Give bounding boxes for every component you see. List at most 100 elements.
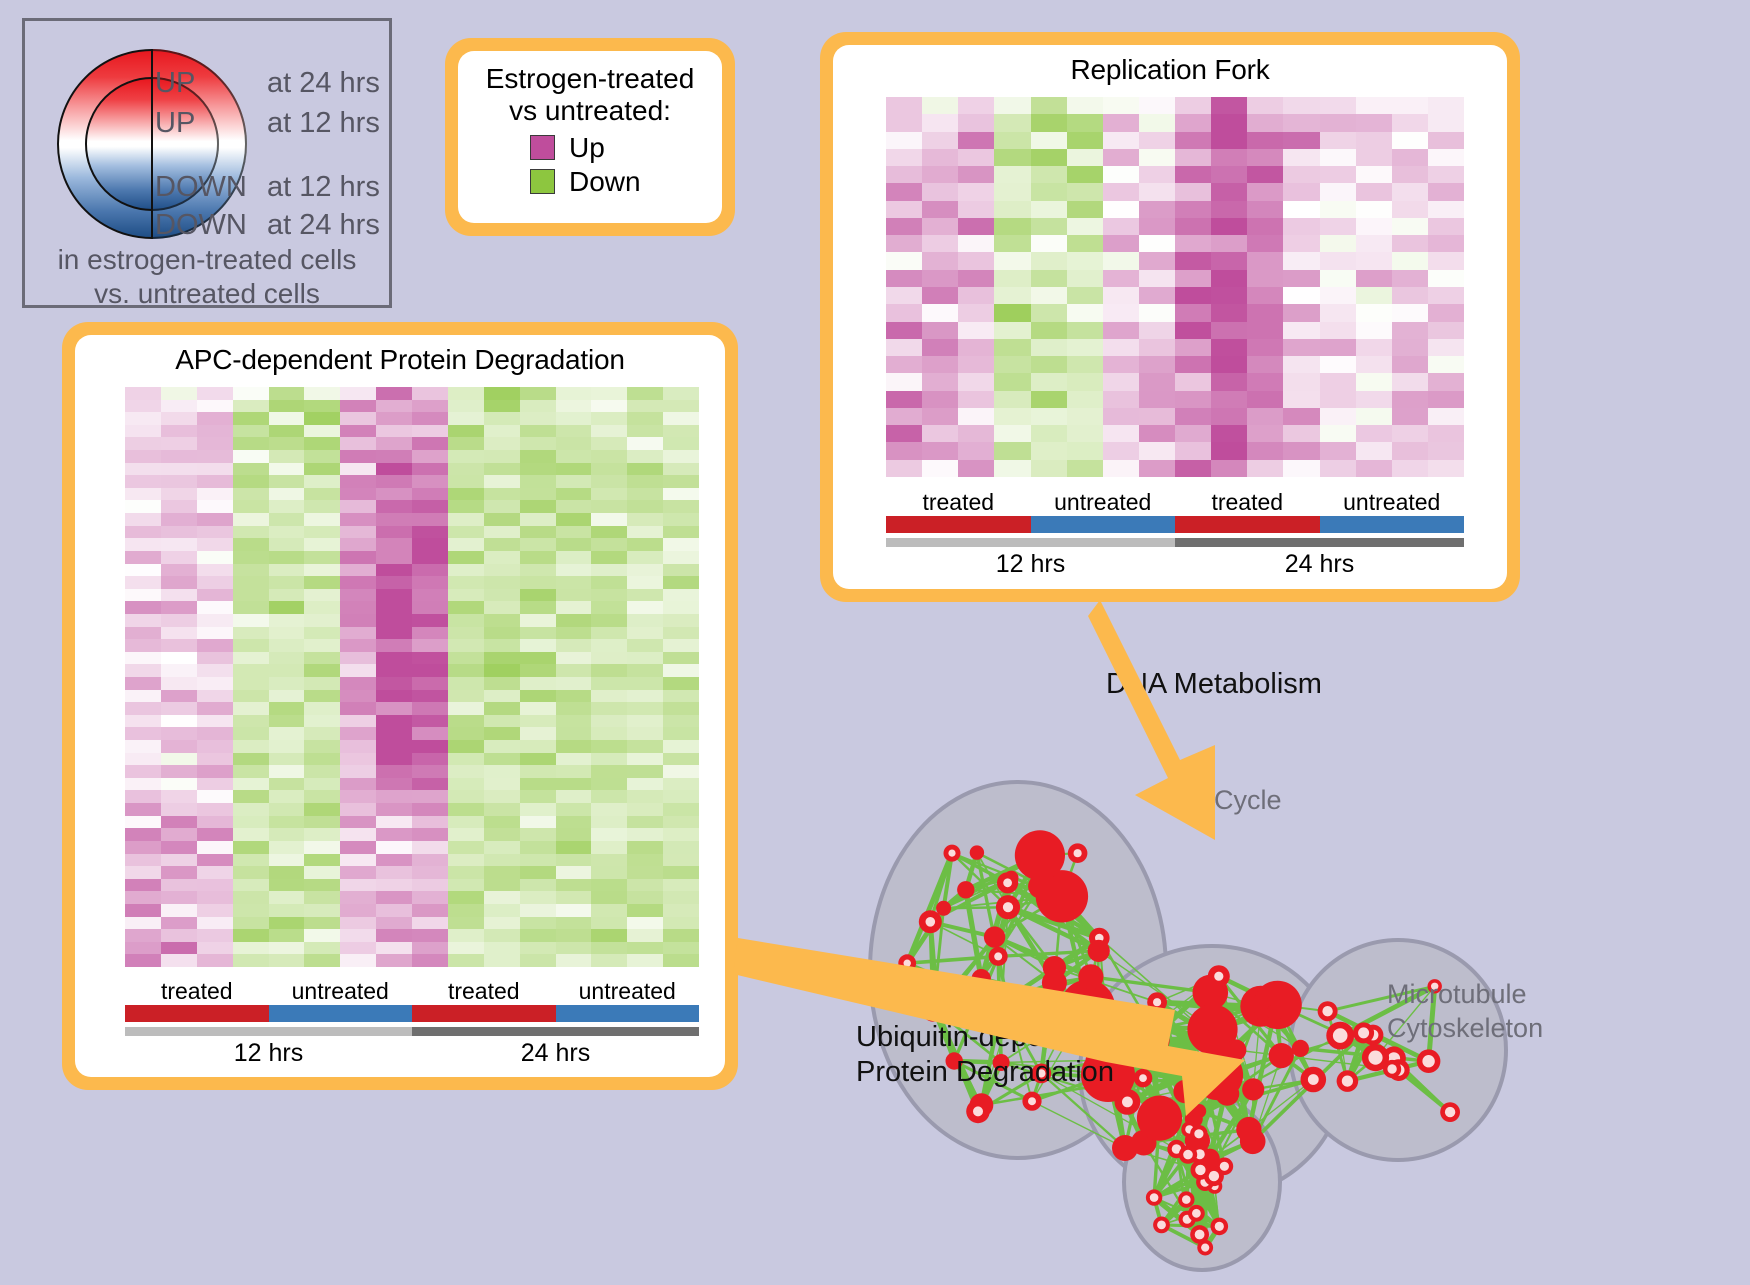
heatmap-cell [663, 639, 699, 652]
heatmap-cell [1283, 132, 1319, 149]
heatmap-cell [484, 614, 520, 627]
network-node[interactable] [1143, 1018, 1159, 1034]
network-node-core [1122, 1097, 1133, 1108]
network-node[interactable] [984, 926, 1005, 947]
heatmap-cell [958, 270, 994, 287]
heatmap-cell [304, 513, 340, 526]
heatmap-cell [412, 652, 448, 665]
heatmap-cell [663, 664, 699, 677]
heatmap-cell [448, 904, 484, 917]
heatmap-cell [1067, 114, 1103, 131]
network-node[interactable] [1173, 1080, 1197, 1104]
network-node-core [1074, 849, 1082, 857]
heatmap-cell [591, 954, 627, 967]
heatmap-cell [161, 677, 197, 690]
network-node[interactable] [1042, 970, 1067, 995]
heatmap-cell [197, 854, 233, 867]
heatmap-cell [1320, 408, 1356, 425]
network-node[interactable] [1225, 1039, 1246, 1060]
heatmap-cell [886, 252, 922, 269]
heatmap-cell [627, 400, 663, 413]
network-node[interactable] [1137, 1096, 1182, 1141]
network-node[interactable] [972, 969, 991, 988]
heatmap-cell [269, 879, 305, 892]
heatmap-cell [591, 538, 627, 551]
network-node[interactable] [1137, 1034, 1159, 1056]
heatmap-cell [922, 270, 958, 287]
heatmap-cell [304, 866, 340, 879]
network-node[interactable] [1269, 1043, 1294, 1068]
network-node[interactable] [1215, 1082, 1239, 1106]
heatmap-cell [663, 917, 699, 930]
network-node[interactable] [970, 845, 984, 859]
heatmap-cell [125, 828, 161, 841]
rep-time-label-12: 12 hrs [886, 550, 1175, 579]
network-node[interactable] [1204, 1029, 1221, 1046]
heatmap-cell [376, 954, 412, 967]
heatmap-cell [1320, 322, 1356, 339]
network-node-core [948, 850, 955, 857]
network-node[interactable] [957, 881, 974, 898]
network-node[interactable] [936, 901, 951, 916]
heatmap-cell [161, 513, 197, 526]
heatmap-cell [627, 639, 663, 652]
heatmap-cell [484, 589, 520, 602]
heatmap-cell [591, 854, 627, 867]
heatmap-cell [304, 488, 340, 501]
heatmap-cell [233, 702, 269, 715]
heatmap-cell [376, 702, 412, 715]
heatmap-cell [161, 652, 197, 665]
heatmap-cell [412, 753, 448, 766]
network-node[interactable] [1242, 1078, 1264, 1100]
heatmap-cell [233, 614, 269, 627]
network-node[interactable] [1266, 1004, 1282, 1020]
heatmap-cell [520, 854, 556, 867]
heatmap-cell [269, 816, 305, 829]
heatmap-cell [958, 356, 994, 373]
heatmap-cell [1428, 183, 1464, 200]
heatmap-cell [269, 702, 305, 715]
heatmap-cell [197, 576, 233, 589]
network-node-core [1195, 1165, 1205, 1175]
heatmap-cell [448, 740, 484, 753]
heatmap-cell [448, 664, 484, 677]
network-node[interactable] [926, 1000, 948, 1022]
network-node[interactable] [1236, 1117, 1261, 1142]
heatmap-cell [340, 387, 376, 400]
heatmap-cell [233, 715, 269, 728]
heatmap-cell [1175, 408, 1211, 425]
heatmap-cell [125, 500, 161, 513]
heatmap-cell [233, 488, 269, 501]
heatmap-cell [448, 564, 484, 577]
heatmap-cell [484, 715, 520, 728]
heatmap-cell [556, 765, 592, 778]
legend-title-line-1: Estrogen-treated [458, 63, 722, 95]
heatmap-cell [304, 727, 340, 740]
heatmap-cell [269, 576, 305, 589]
heatmap-cell [376, 740, 412, 753]
key-time-up-12: at 12 hrs [267, 107, 380, 140]
heatmap-cell [886, 97, 922, 114]
heatmap-cell [197, 677, 233, 690]
network-node[interactable] [1292, 1040, 1309, 1057]
heatmap-cell [376, 400, 412, 413]
network-node[interactable] [1088, 940, 1110, 962]
heatmap-cell [484, 576, 520, 589]
network-node[interactable] [1078, 964, 1103, 989]
heatmap-cell [448, 463, 484, 476]
heatmap-cell [412, 538, 448, 551]
heatmap-cell [304, 564, 340, 577]
heatmap-cell [663, 778, 699, 791]
heatmap-cell [1428, 235, 1464, 252]
network-node[interactable] [1112, 1135, 1138, 1161]
heatmap-cell [627, 677, 663, 690]
cluster-label-microtubule-cytoskeleton: Microtubule Cytoskeleton [1387, 978, 1543, 1046]
network-node-core [1333, 1028, 1348, 1043]
heatmap-cell [484, 463, 520, 476]
heatmap-cell [663, 576, 699, 589]
network-node[interactable] [1192, 1104, 1206, 1118]
heatmap-cell [627, 702, 663, 715]
heatmap-cell [1211, 391, 1247, 408]
network-node[interactable] [1015, 830, 1065, 880]
heatmap-cell [520, 412, 556, 425]
